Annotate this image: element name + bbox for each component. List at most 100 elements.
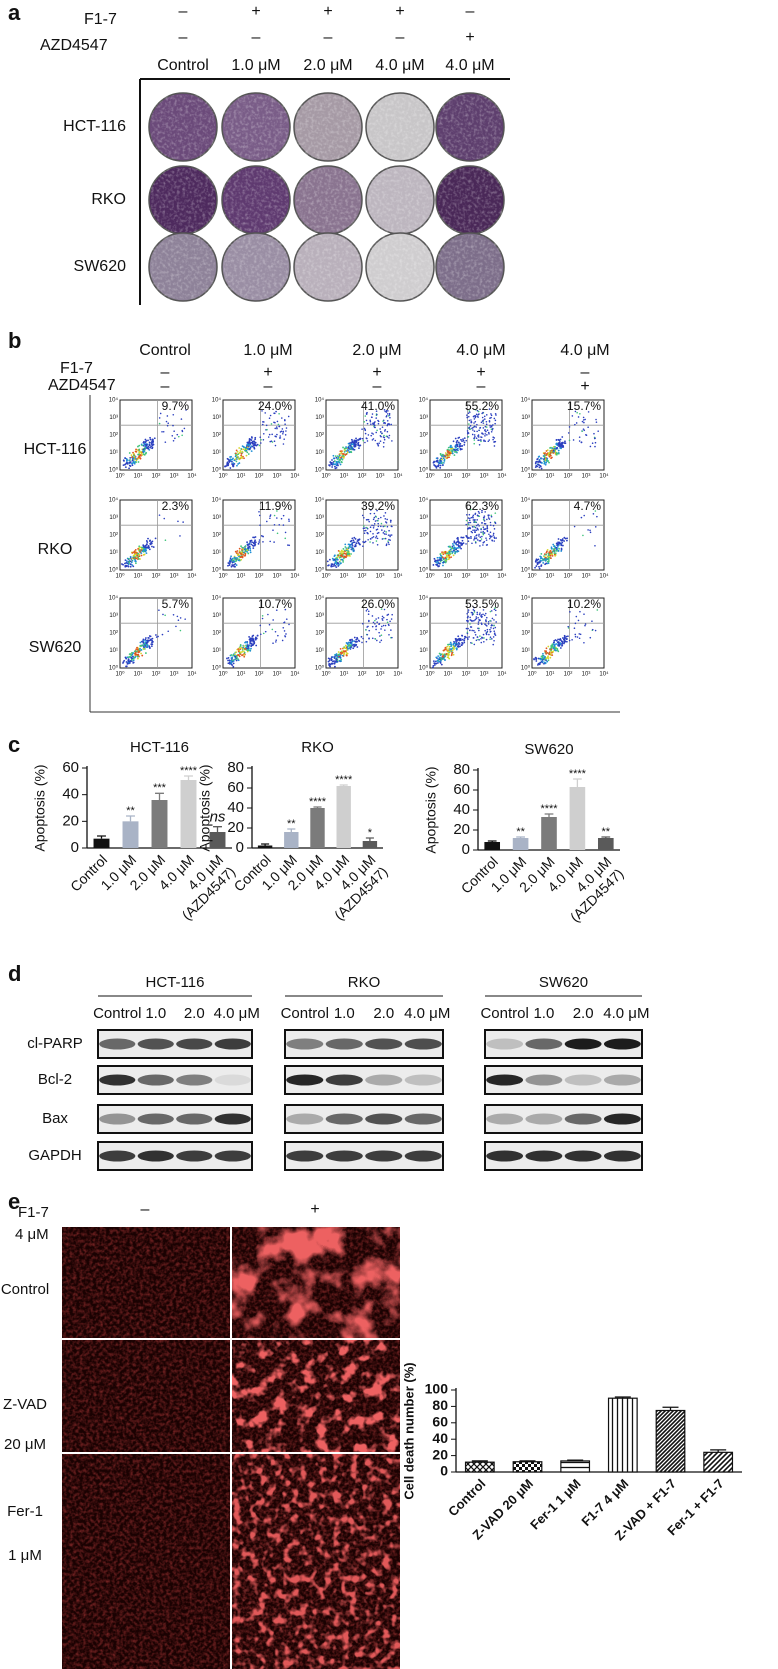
flow-dot — [342, 561, 344, 563]
plate-texture — [296, 95, 360, 159]
bar — [152, 800, 168, 848]
flow-dot — [275, 436, 277, 438]
flow-dot — [582, 421, 584, 423]
plate-texture — [151, 95, 215, 159]
y-axis-label: Apoptosis (%) — [197, 764, 213, 851]
flow-dot — [224, 465, 226, 467]
axis-tick-label: 10¹ — [521, 450, 530, 456]
axis-tick-label: 10⁴ — [109, 595, 119, 602]
axis-tick-label: 10² — [521, 433, 530, 439]
flow-dot — [452, 551, 454, 553]
flow-dot — [436, 457, 438, 459]
flow-dot — [546, 552, 548, 554]
micrograph-noise — [62, 1340, 230, 1452]
flow-dot — [489, 518, 491, 520]
flow-dot — [349, 555, 351, 557]
flow-dot — [492, 436, 494, 438]
flow-dot — [129, 459, 131, 461]
flow-dot — [331, 565, 333, 567]
flow-dot — [558, 439, 560, 441]
flow-dot — [333, 463, 335, 465]
flow-dot — [450, 556, 452, 558]
flow-dot — [262, 421, 264, 423]
flow-dot — [274, 428, 276, 430]
flow-dot — [488, 433, 490, 435]
flow-dot — [470, 428, 472, 430]
flow-dot — [538, 566, 540, 568]
band — [176, 1114, 212, 1125]
flow-dot — [583, 422, 585, 424]
flow-dot — [478, 413, 480, 415]
flow-dot — [171, 435, 173, 437]
flow-dot — [481, 538, 483, 540]
flow-dot — [384, 629, 386, 631]
flow-dot — [331, 659, 333, 661]
flow-dot — [595, 630, 597, 632]
axis-tick-label: 10⁴ — [419, 497, 429, 504]
flow-dot — [337, 562, 339, 564]
flow-dot — [374, 421, 376, 423]
flow-dot — [474, 531, 476, 533]
flow-dot — [355, 644, 357, 646]
flow-dot — [475, 421, 477, 423]
flow-dot — [472, 529, 474, 531]
flow-dot — [386, 619, 388, 621]
bar — [181, 780, 197, 848]
axis-tick-label: 10⁴ — [290, 671, 300, 678]
flow-dot — [453, 449, 455, 451]
flow-dot — [557, 544, 559, 546]
flow-dot — [391, 618, 393, 620]
flow-dot — [349, 447, 351, 449]
flow-dot — [349, 639, 351, 641]
lane-label: 1.0 — [145, 1005, 166, 1022]
flow-dot — [350, 553, 352, 555]
flow-dot — [370, 423, 372, 425]
percent-label: 24.0% — [258, 399, 292, 413]
plate-texture — [224, 235, 288, 299]
flow-dot — [493, 540, 495, 542]
flow-dot — [444, 557, 446, 559]
flow-dot — [334, 460, 336, 462]
flow-dot — [133, 453, 135, 455]
flow-dot — [388, 530, 390, 532]
flow-dot — [467, 611, 469, 613]
flow-dot — [226, 658, 228, 660]
band — [138, 1151, 174, 1162]
flow-dot — [479, 612, 481, 614]
flow-dot — [458, 638, 460, 640]
flow-dot — [589, 530, 591, 532]
flow-dot — [240, 556, 242, 558]
flow-dot — [237, 453, 239, 455]
flow-dot — [447, 650, 449, 652]
flow-dot — [337, 463, 339, 465]
flow-dot — [461, 642, 463, 644]
flow-dot — [564, 636, 566, 638]
y-tick-label: 40 — [62, 786, 79, 803]
flow-dot — [440, 555, 442, 557]
flow-dot — [354, 546, 356, 548]
flow-dot — [558, 644, 560, 646]
flow-dot — [556, 547, 558, 549]
flow-dot — [462, 540, 464, 542]
flow-dot — [556, 447, 558, 449]
axis-tick-label: 10³ — [419, 415, 428, 421]
flow-dot — [472, 614, 474, 616]
flow-dot — [485, 613, 487, 615]
significance: ** — [602, 826, 611, 838]
bar — [484, 842, 500, 850]
flow-dot — [272, 619, 274, 621]
flow-dot — [341, 458, 343, 460]
flow-dot — [363, 530, 365, 532]
flow-dot — [583, 642, 585, 644]
flow-dot — [466, 514, 468, 516]
flow-dot — [449, 545, 451, 547]
flow-dot — [546, 661, 548, 663]
flow-dot — [252, 639, 254, 641]
flow-dot — [238, 556, 240, 558]
flow-dot — [331, 563, 333, 565]
flow-dot — [569, 640, 571, 642]
flow-dot — [535, 463, 537, 465]
flow-dot — [284, 538, 286, 540]
flow-dot — [445, 452, 447, 454]
flow-dot — [391, 525, 393, 527]
